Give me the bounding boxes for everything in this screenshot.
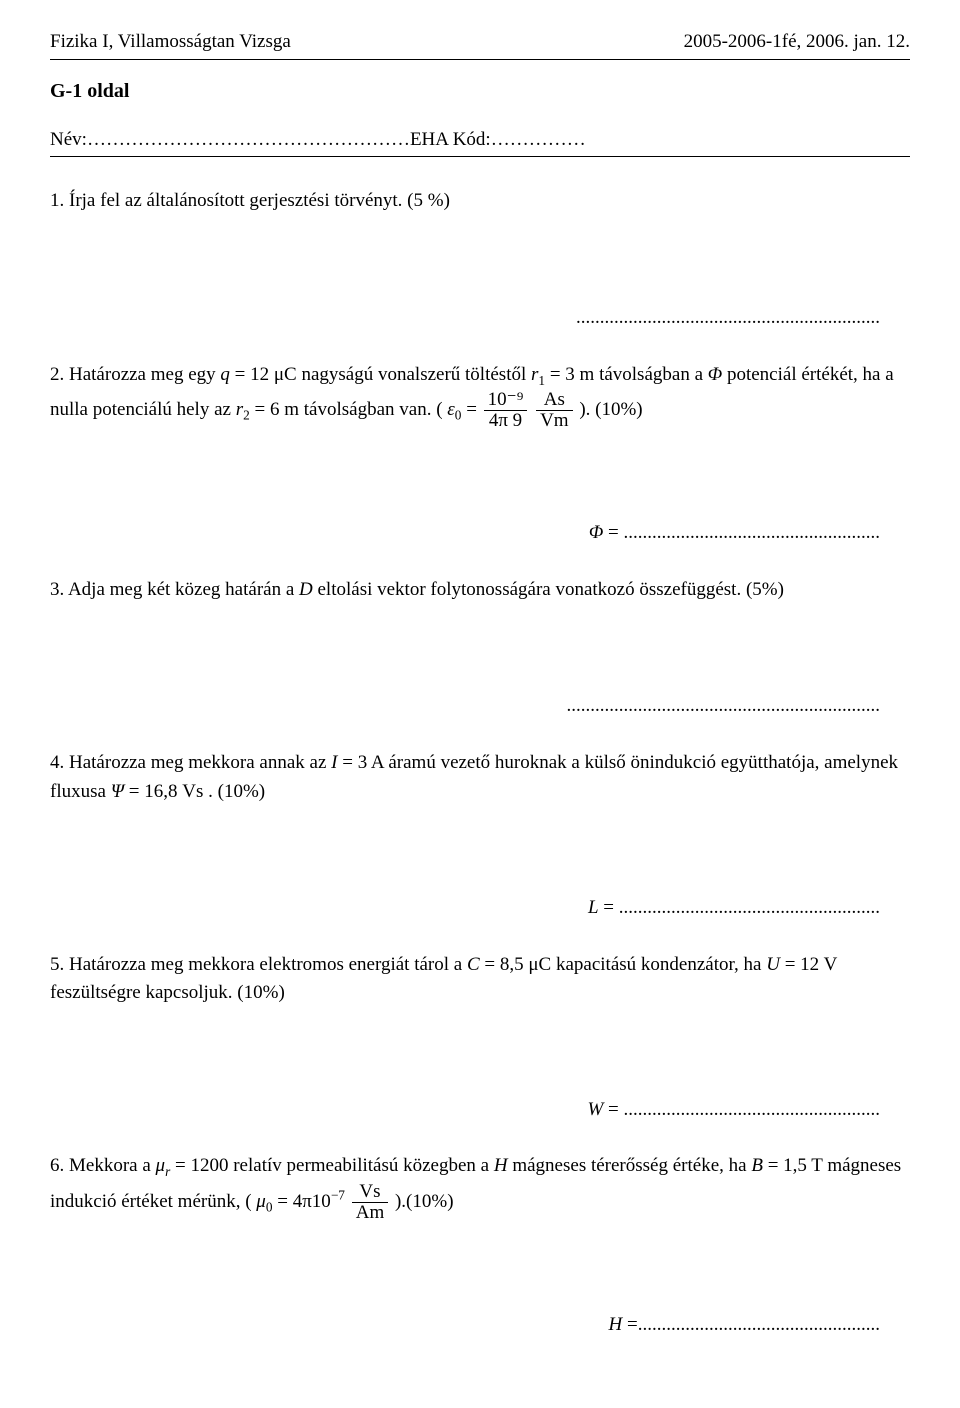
q6-mu-rest: = 1200 <box>170 1155 228 1176</box>
q2-frac2: AsVm <box>536 390 573 431</box>
q6-end: ).(10%) <box>390 1191 453 1212</box>
q6-mu0-exp: −7 <box>331 1188 345 1203</box>
q6-mu0-sub: 0 <box>266 1200 273 1215</box>
q4-psi-rest: = 16,8 Vs <box>124 781 203 802</box>
q6-B-rest: = 1,5 T <box>763 1155 823 1176</box>
eha-label: EHA Kód: <box>410 129 491 150</box>
nev-label: Név: <box>50 129 87 150</box>
q4-num: 4. <box>50 752 64 773</box>
q3-pre: Adja meg két közeg határán a <box>68 579 299 600</box>
eha-dots: …………… <box>491 129 586 150</box>
question-1: 1. Írja fel az általánosított gerjesztés… <box>50 187 910 216</box>
q4-I-rest: = 3 A <box>338 752 384 773</box>
q6-blank-rest: =.......................................… <box>622 1314 880 1335</box>
q2-r2-sub: 2 <box>243 408 250 423</box>
q6-mu0-var: μ <box>256 1191 266 1212</box>
q6-answer-blank: H =.....................................… <box>50 1313 880 1338</box>
q1-text: Írja fel az általánosított gerjesztési t… <box>69 190 450 211</box>
q5-U-rest: = 12 V <box>780 954 837 975</box>
q1-answer-blank: ........................................… <box>50 306 880 331</box>
q5-blank-rest: = ......................................… <box>603 1099 880 1120</box>
q6-mu-var: μ <box>156 1155 166 1176</box>
q2-r1-rest: = 3 m <box>545 364 594 385</box>
nev-dots: …………………………………………… <box>87 129 410 150</box>
q6-mid1: relatív permeabilitású közegben a <box>228 1155 493 1176</box>
q4-pre: Határozza meg mekkora annak az <box>69 752 331 773</box>
question-4: 4. Határozza meg mekkora annak az I = 3 … <box>50 749 910 806</box>
q3-num: 3. <box>50 579 64 600</box>
q2-unit-num: As <box>536 390 573 411</box>
q2-end: ). (10%) <box>575 399 643 420</box>
header-left: Fizika I, Villamosságtan Vizsga <box>50 30 291 55</box>
q4-blank-var: L <box>588 897 599 918</box>
q6-num: 6. <box>50 1155 64 1176</box>
q2-answer-blank: Φ = ....................................… <box>50 521 880 546</box>
page-label: G-1 oldal <box>50 78 910 104</box>
q6-blank-var: H <box>609 1314 623 1335</box>
q6-frac: VsAm <box>352 1182 389 1223</box>
q5-pre: Határozza meg mekkora elektromos energiá… <box>69 954 467 975</box>
q2-eps-eq: = <box>461 399 481 420</box>
q5-C-var: C <box>467 954 480 975</box>
q2-frac-den: 4π 9 <box>484 411 528 431</box>
q5-num: 5. <box>50 954 64 975</box>
q5-blank-var: W <box>587 1099 603 1120</box>
q2-q-var: q <box>220 364 230 385</box>
q2-frac-num: 10⁻⁹ <box>484 390 528 411</box>
name-row: Név:……………………………………………EHA Kód:…………… <box>50 128 910 153</box>
q2-mid2: távolságban a <box>594 364 707 385</box>
q3-D: D <box>299 579 313 600</box>
q2-unit-den: Vm <box>536 411 573 431</box>
q2-mid4: távolságban van. ( <box>299 399 447 420</box>
q5-mid: kapacitású kondenzátor, ha <box>551 954 766 975</box>
header-divider <box>50 59 910 60</box>
page-header: Fizika I, Villamosságtan Vizsga 2005-200… <box>50 30 910 55</box>
q6-unit-den: Am <box>352 1203 389 1223</box>
q2-frac1: 10⁻⁹4π 9 <box>484 390 528 431</box>
q6-H: H <box>494 1155 508 1176</box>
question-6: 6. Mekkora a μr = 1200 relatív permeabil… <box>50 1152 910 1223</box>
q5-U-var: U <box>766 954 780 975</box>
q2-q-rest: = 12 μC <box>230 364 297 385</box>
q2-r2-rest: = 6 m <box>250 399 299 420</box>
q4-end: . (10%) <box>203 781 265 802</box>
q6-pre: Mekkora a <box>69 1155 156 1176</box>
q1-num: 1. <box>50 190 64 211</box>
q2-phi: Φ <box>708 364 722 385</box>
q2-pre: Határozza meg egy <box>69 364 220 385</box>
q4-psi-var: Ψ <box>111 781 124 802</box>
q5-C-rest: = 8,5 μC <box>480 954 552 975</box>
q2-blank-rest: = ......................................… <box>603 522 880 543</box>
q3-answer-blank: ........................................… <box>50 694 880 719</box>
q2-r2-var: r <box>236 399 243 420</box>
q2-mid1: nagyságú vonalszerű töltéstől <box>297 364 531 385</box>
q5-end: feszültségre kapcsoljuk. (10%) <box>50 982 285 1003</box>
q6-mid2: mágneses térerősség értéke, ha <box>508 1155 752 1176</box>
q4-answer-blank: L = ....................................… <box>50 896 880 921</box>
q2-num: 2. <box>50 364 64 385</box>
q4-blank-rest: = ......................................… <box>599 897 880 918</box>
header-right: 2005-2006-1fé, 2006. jan. 12. <box>684 30 910 55</box>
q5-answer-blank: W = ....................................… <box>50 1098 880 1123</box>
q3-post: eltolási vektor folytonosságára vonatkoz… <box>313 579 784 600</box>
q6-unit-num: Vs <box>352 1182 389 1203</box>
q2-eps-var: ε <box>447 399 455 420</box>
q6-mu0-eq: = 4π10 <box>273 1191 331 1212</box>
question-2: 2. Határozza meg egy q = 12 μC nagyságú … <box>50 361 910 432</box>
name-divider <box>50 156 910 157</box>
q2-blank-var: Φ <box>589 522 603 543</box>
question-5: 5. Határozza meg mekkora elektromos ener… <box>50 951 910 1008</box>
page-container: Fizika I, Villamosságtan Vizsga 2005-200… <box>0 0 960 1408</box>
question-3: 3. Adja meg két közeg határán a D eltolá… <box>50 576 910 605</box>
q6-B-var: B <box>751 1155 763 1176</box>
